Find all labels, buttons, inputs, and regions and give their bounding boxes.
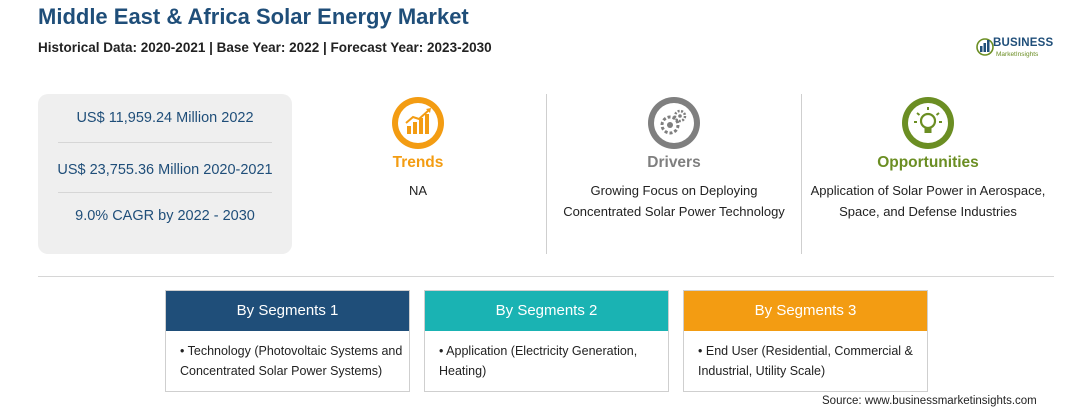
segment-1-body: • Technology (Photovoltaic Systems and C… <box>180 344 403 378</box>
segment-3-body: • End User (Residential, Commercial & In… <box>698 344 913 378</box>
source-credit: Source: www.businessmarketinsights.com <box>822 395 1037 407</box>
trends-column: Trends NA <box>318 96 518 201</box>
segment-3-item: End User (Residential, Commercial & Indu… <box>698 344 913 378</box>
page-subtitle: Historical Data: 2020-2021 | Base Year: … <box>38 40 492 55</box>
stat-market-value-historical: US$ 23,755.36 Million 2020-2021 <box>57 162 273 178</box>
growth-chart-icon <box>392 97 444 149</box>
page-title: Middle East & Africa Solar Energy Market <box>38 4 469 29</box>
stat-market-value-2022: US$ 11,959.24 Million 2022 <box>76 110 254 126</box>
drivers-text: Growing Focus on Deploying Concentrated … <box>563 183 785 219</box>
segment-2-item: Application (Electricity Generation, Hea… <box>439 344 638 378</box>
drivers-column: Drivers Growing Focus on Deploying Conce… <box>560 96 788 222</box>
segment-1-item: Technology (Photovoltaic Systems and Con… <box>180 344 403 378</box>
segment-card-3: By Segments 3 • End User (Residential, C… <box>683 290 928 392</box>
key-stats-panel: US$ 11,959.24 Million 2022 US$ 23,755.36… <box>38 94 292 254</box>
logo-name: BUSINESS <box>993 37 1054 49</box>
gears-icon <box>648 97 700 149</box>
stat-divider <box>58 142 272 143</box>
segment-card-1: By Segments 1 • Technology (Photovoltaic… <box>165 290 410 392</box>
globe-chart-logo-icon <box>976 38 994 56</box>
stat-cagr: 9.0% CAGR by 2022 - 2030 <box>75 208 255 224</box>
column-divider <box>801 94 802 254</box>
segment-3-header: By Segments 3 <box>684 291 927 331</box>
stat-divider <box>58 192 272 193</box>
column-divider <box>546 94 547 254</box>
section-divider <box>38 276 1054 277</box>
opportunities-heading: Opportunities <box>877 154 979 171</box>
drivers-heading: Drivers <box>647 154 701 171</box>
opportunities-column: Opportunities Application of Solar Power… <box>810 96 1046 222</box>
segment-1-header: By Segments 1 <box>166 291 409 331</box>
lightbulb-icon <box>902 97 954 149</box>
segment-card-2: By Segments 2 • Application (Electricity… <box>424 290 669 392</box>
segment-2-body: • Application (Electricity Generation, H… <box>439 344 638 378</box>
opportunities-text: Application of Solar Power in Aerospace,… <box>810 183 1046 219</box>
segment-2-header: By Segments 2 <box>425 291 668 331</box>
trends-text: NA <box>408 183 428 198</box>
logo-subname: MarketInsights <box>996 51 1039 58</box>
trends-heading: Trends <box>392 154 444 171</box>
